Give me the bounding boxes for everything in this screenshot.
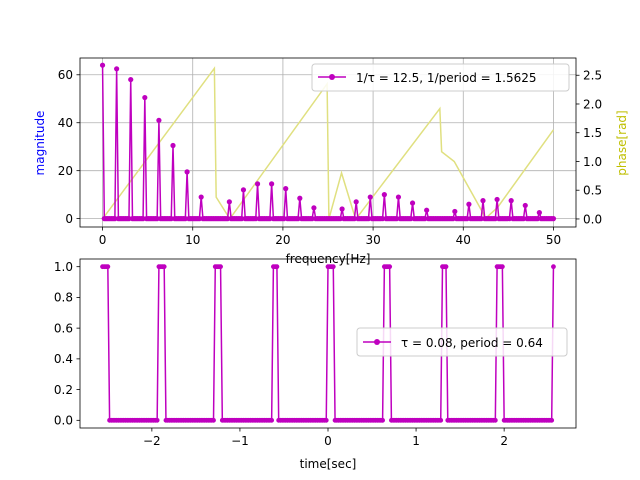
magnitude-point — [550, 216, 557, 222]
bottom-x-tick-label: 0 — [324, 434, 332, 448]
magnitude-point — [226, 199, 232, 205]
bottom-y-tick-label: 1.0 — [54, 260, 73, 274]
magnitude-point — [128, 76, 134, 83]
bottom-x-label: time[sec] — [300, 457, 357, 471]
pulse-point — [218, 264, 223, 270]
magnitude-point — [283, 186, 289, 192]
magnitude-point — [170, 142, 176, 149]
bottom-y-tick-label: 0.6 — [54, 321, 73, 335]
bottom-x-tick-label: −1 — [231, 434, 249, 448]
bottom-y-tick-label: 0.0 — [54, 414, 73, 428]
magnitude-point — [156, 117, 162, 123]
magnitude-point — [353, 199, 359, 205]
pulse-point — [499, 264, 505, 270]
pulse-point — [551, 264, 556, 270]
magnitude-point — [395, 194, 402, 200]
top-y2-tick-label: 2.0 — [583, 97, 602, 111]
magnitude-point — [452, 208, 458, 215]
magnitude-point — [254, 181, 261, 187]
magnitude-point — [409, 200, 416, 206]
top-axes-frame — [79, 57, 577, 228]
magnitude-point — [198, 194, 204, 200]
magnitude-point — [522, 202, 528, 209]
magnitude-point — [269, 181, 275, 187]
magnitude-point — [184, 169, 190, 175]
top-y2-tick-label: 0.0 — [583, 212, 602, 226]
top-y-ticks: 0 20 40 60 — [58, 68, 80, 226]
top-legend-marker — [329, 74, 335, 80]
top-y-tick-label: 20 — [58, 164, 73, 178]
pulse-point — [161, 264, 167, 270]
pulse-point — [387, 264, 393, 270]
pulse-point — [105, 264, 111, 270]
magnitude-point — [367, 194, 373, 200]
top-x-tick-label: 50 — [546, 233, 561, 247]
top-y2-label: phase[rad] — [615, 110, 629, 175]
top-y2-tick-label: 1.5 — [583, 126, 602, 140]
bottom-y-ticks: 0.0 0.2 0.4 0.6 0.8 1.0 — [54, 260, 80, 428]
magnitude-point — [240, 187, 247, 193]
bottom-legend: τ = 0.08, period = 0.64 — [356, 327, 568, 357]
top-x-tick-label: 10 — [185, 233, 200, 247]
top-legend-label: 1/τ = 12.5, 1/period = 1.5625 — [356, 71, 537, 85]
magnitude-point — [311, 205, 317, 211]
top-y2-tick-label: 1.0 — [583, 155, 602, 169]
top-x-tick-label: 20 — [275, 233, 290, 247]
magnitude-point — [424, 207, 430, 213]
bottom-x-tick-label: 1 — [412, 434, 420, 448]
bottom-x-tick-label: −2 — [143, 434, 161, 448]
pulse-point — [154, 417, 160, 423]
top-y-tick-label: 0 — [65, 212, 73, 226]
magnitude-point — [297, 195, 303, 201]
magnitude-point — [142, 94, 148, 101]
pulse-point — [549, 417, 555, 423]
bottom-x-tick-label: 2 — [500, 434, 508, 448]
magnitude-point — [536, 210, 542, 216]
pulse-point — [269, 417, 275, 423]
bottom-x-ticks: −2 −1 0 1 2 — [143, 428, 508, 448]
magnitude-point — [99, 62, 106, 68]
magnitude-point — [114, 66, 120, 72]
top-y2-tick-label: 0.5 — [583, 184, 602, 198]
top-x-tick-label: 0 — [99, 233, 107, 247]
pulse-point — [323, 417, 329, 423]
bottom-legend-label: τ = 0.08, period = 0.64 — [401, 336, 543, 350]
bottom-legend-box — [356, 327, 568, 357]
magnitude-series — [99, 62, 557, 222]
top-y-tick-label: 60 — [58, 68, 73, 82]
top-x-tick-label: 40 — [456, 233, 471, 247]
top-y2-tick-label: 2.5 — [583, 69, 602, 83]
magnitude-point — [494, 196, 500, 203]
magnitude-point — [381, 192, 387, 198]
bottom-y-tick-label: 0.8 — [54, 291, 73, 305]
pulse-point — [492, 417, 498, 423]
bottom-legend-marker — [374, 339, 380, 345]
bottom-subplot: −2 −1 0 1 2 0.0 0.2 0.4 0.6 0.8 1.0 time[sec] τ =… — [54, 258, 577, 471]
top-legend-box — [311, 63, 570, 92]
bottom-y-tick-label: 0.4 — [54, 352, 73, 366]
magnitude-point — [466, 201, 472, 207]
magnitude-point — [339, 206, 345, 212]
top-x-ticks: 0 10 20 30 40 50 — [99, 227, 561, 247]
top-y-tick-label: 40 — [58, 116, 73, 130]
top-subplot: 0 10 20 30 40 50 0 20 40 60 0.0 0.5 1.0 1.5 2.0 2.5 m… — [33, 57, 629, 266]
pulse-point — [330, 264, 336, 270]
magnitude-point — [480, 198, 486, 204]
top-x-tick-label: 30 — [365, 233, 380, 247]
magnitude-point — [508, 198, 514, 204]
bottom-y-tick-label: 0.2 — [54, 383, 73, 397]
pulse-series — [100, 264, 556, 423]
pulse-point — [438, 417, 444, 423]
pulse-point — [380, 417, 385, 423]
top-legend: 1/τ = 12.5, 1/period = 1.5625 — [311, 63, 570, 92]
top-y-label: magnitude — [33, 111, 47, 176]
top-y2-ticks: 0.0 0.5 1.0 1.5 2.0 2.5 — [576, 69, 602, 226]
pulse-point — [443, 264, 449, 270]
pulse-point — [274, 264, 280, 270]
pulse-point — [211, 417, 216, 423]
